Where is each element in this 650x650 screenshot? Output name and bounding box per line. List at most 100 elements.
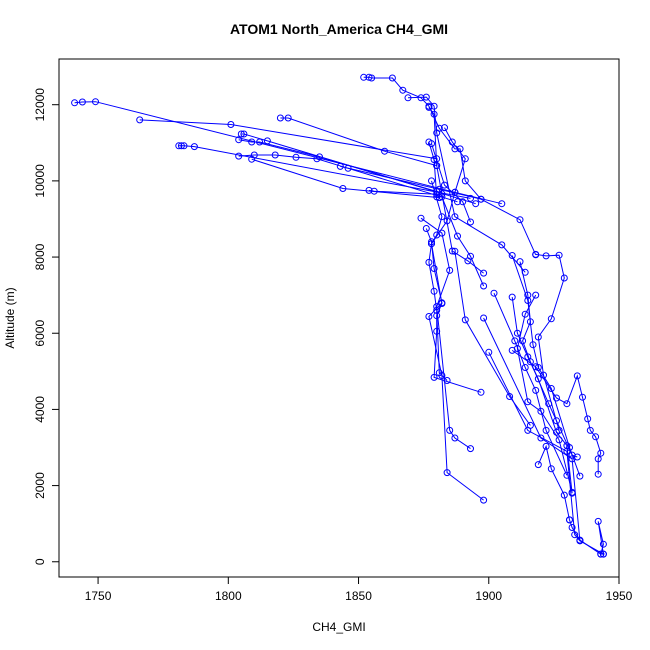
y-tick-label: 0 <box>33 558 47 565</box>
data-point <box>443 469 451 477</box>
data-point <box>508 346 516 354</box>
data-point <box>594 470 602 478</box>
data-point <box>594 455 602 463</box>
data-point <box>430 110 438 118</box>
data-point <box>526 318 534 326</box>
series-line <box>407 96 526 273</box>
data-point <box>136 116 144 124</box>
data-point <box>597 550 605 558</box>
profile-series <box>417 214 474 453</box>
data-point <box>399 86 407 94</box>
data-point <box>461 177 469 185</box>
data-point <box>276 114 284 122</box>
plot-area-border <box>58 58 620 578</box>
series-line <box>493 293 568 476</box>
profile-series <box>428 140 474 226</box>
profile-series <box>508 252 584 480</box>
series-line <box>454 251 531 426</box>
data-point <box>508 252 516 259</box>
data-point <box>563 447 571 455</box>
data-point <box>451 213 459 221</box>
data-point <box>480 269 488 277</box>
data-point <box>485 348 493 356</box>
data-point <box>467 252 474 260</box>
data-point <box>537 434 545 442</box>
series-layer <box>71 73 607 558</box>
y-tick-label: 10000 <box>33 164 47 198</box>
data-point <box>490 289 498 297</box>
data-point <box>227 121 235 128</box>
profile-series <box>276 114 441 170</box>
data-point <box>547 315 555 323</box>
data-point <box>190 143 198 151</box>
data-point <box>451 188 459 196</box>
data-point <box>448 247 456 255</box>
data-point <box>534 333 542 341</box>
data-point <box>404 94 412 102</box>
data-point <box>446 426 454 434</box>
profile-series <box>508 293 576 497</box>
y-tick-label: 2000 <box>33 472 47 499</box>
y-tick-label: 4000 <box>33 396 47 423</box>
data-point <box>560 274 568 282</box>
data-point <box>344 164 352 172</box>
x-tick-label: 1900 <box>475 589 502 603</box>
data-point <box>584 415 592 423</box>
data-point <box>365 186 373 194</box>
data-point <box>532 386 540 394</box>
data-point <box>240 130 248 138</box>
data-point <box>454 232 461 240</box>
data-point <box>592 433 600 441</box>
data-point <box>433 162 441 170</box>
data-point <box>599 540 607 548</box>
profile-series <box>360 73 540 259</box>
data-point <box>235 152 243 160</box>
data-point <box>586 426 594 434</box>
data-point <box>529 341 537 349</box>
data-point <box>441 181 448 189</box>
data-point <box>516 216 524 224</box>
profile-series <box>425 103 488 277</box>
data-point <box>576 472 584 480</box>
data-point <box>532 363 540 371</box>
data-point <box>78 98 86 106</box>
data-point <box>180 142 188 150</box>
data-point <box>524 398 532 406</box>
series-line <box>569 519 604 555</box>
data-point <box>555 436 563 444</box>
data-point <box>430 265 438 272</box>
data-point <box>430 373 438 381</box>
data-point <box>524 353 532 361</box>
data-point <box>422 225 430 232</box>
data-point <box>542 442 550 450</box>
data-point <box>576 537 584 545</box>
data-point <box>498 241 506 249</box>
data-point <box>480 282 488 290</box>
data-point <box>477 388 485 396</box>
series-line <box>280 117 437 167</box>
data-point <box>336 162 344 170</box>
data-point <box>537 407 545 415</box>
y-tick-label: 6000 <box>33 320 47 347</box>
data-point <box>477 195 485 203</box>
data-point <box>428 177 435 185</box>
data-point <box>480 314 488 322</box>
x-tick-label: 1800 <box>215 589 242 603</box>
data-point <box>521 310 529 318</box>
y-axis-title: Altitude (m) <box>3 287 17 348</box>
data-point <box>430 102 438 110</box>
series-line <box>139 119 437 160</box>
data-point <box>313 155 321 163</box>
data-point <box>422 93 430 101</box>
data-point <box>542 426 550 434</box>
data-point <box>381 147 389 155</box>
profile-series <box>422 225 488 504</box>
data-point <box>448 138 456 146</box>
data-point <box>433 303 441 311</box>
data-point <box>472 200 480 208</box>
data-point <box>425 103 433 111</box>
x-tick-label: 1950 <box>606 589 633 603</box>
data-point <box>430 156 438 164</box>
